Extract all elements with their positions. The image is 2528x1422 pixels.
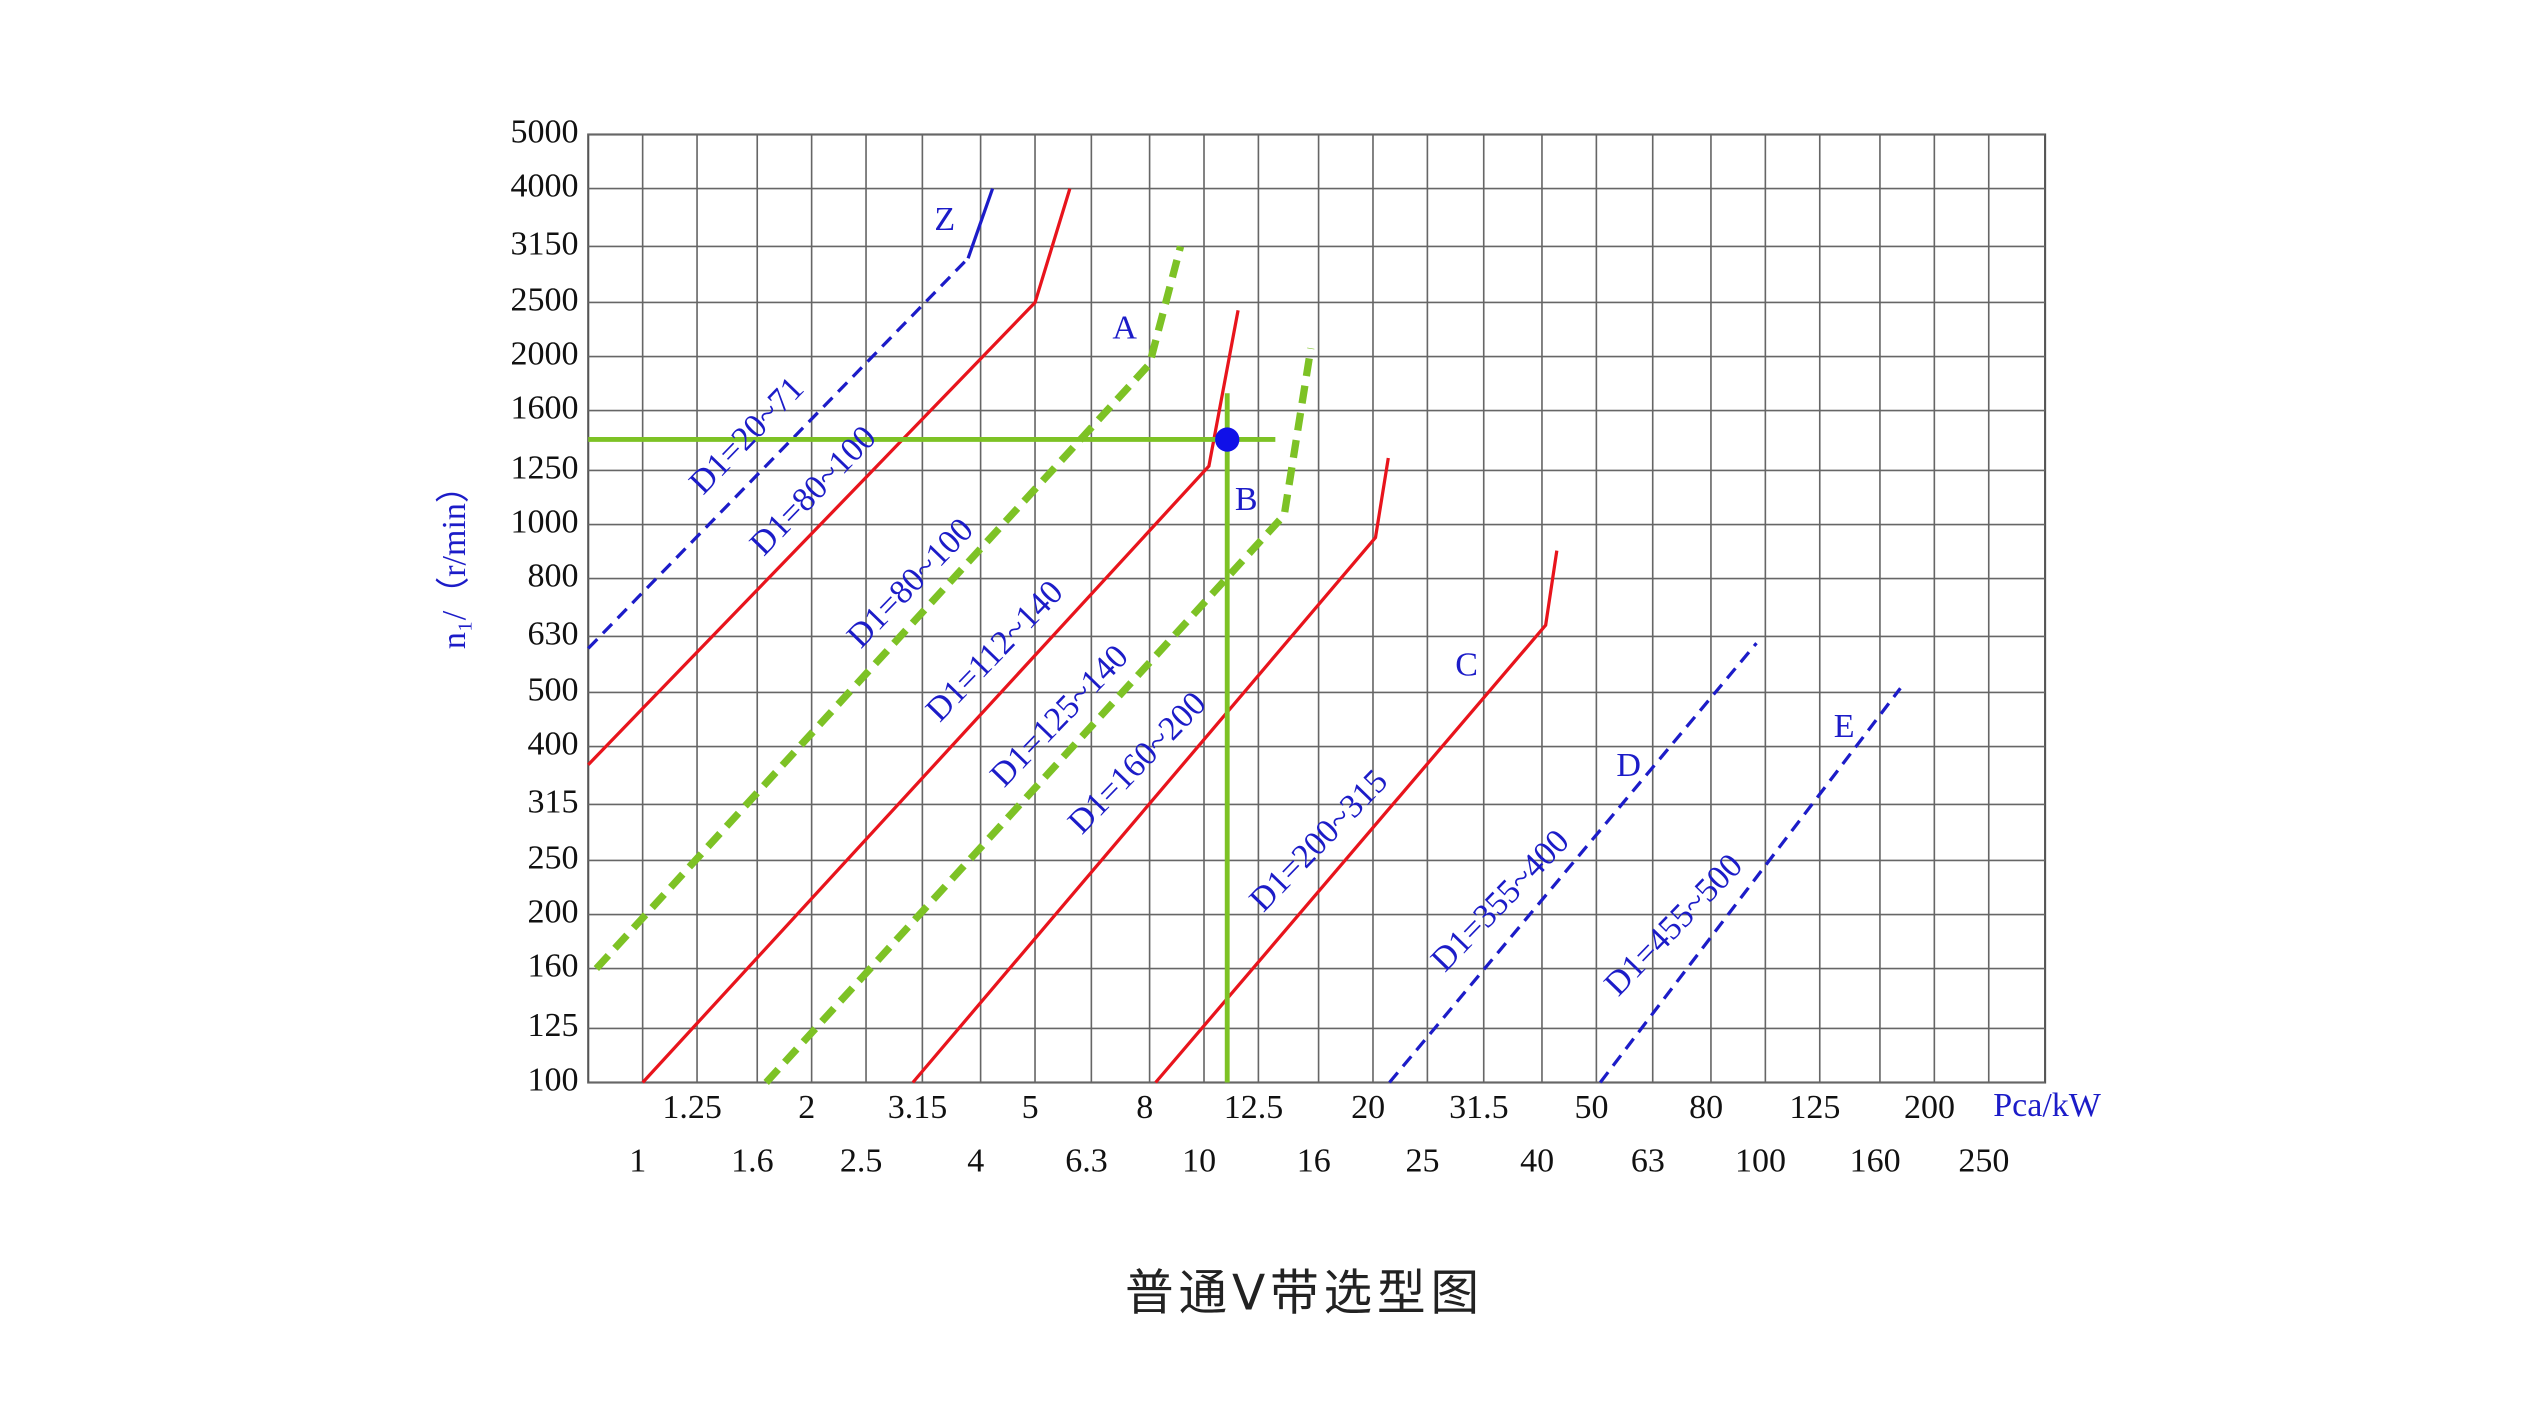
x-tick-label: 80 (1689, 1089, 1723, 1126)
y-tick-label: 1250 (510, 449, 578, 486)
x-tick-label: 10 (1182, 1142, 1216, 1179)
x-tick-label: 63 (1631, 1142, 1665, 1179)
x-tick-label: 16 (1297, 1142, 1331, 1179)
x-tick-label: 31.5 (1449, 1089, 1509, 1126)
x-tick-label: 8 (1136, 1089, 1153, 1126)
line (587, 188, 1072, 766)
y-tick-label: 500 (527, 671, 578, 708)
x-tick-label: 6.3 (1065, 1142, 1108, 1179)
y-tick-label: 160 (527, 947, 578, 984)
annotation: E (1834, 708, 1855, 745)
annotation: D1=80~100 (840, 511, 981, 655)
x-tick-label: 3.15 (888, 1089, 948, 1126)
y-tick-label: 1600 (510, 389, 578, 426)
line (1154, 550, 1559, 1084)
x-axis-label: Pca/kW (1993, 1087, 2102, 1124)
line (911, 457, 1390, 1084)
x-tick-label: 2.5 (840, 1142, 883, 1179)
x-tick-label: 125 (1789, 1089, 1840, 1126)
annotation: B (1235, 481, 1258, 518)
chart-title: 普通V带选型图 (1125, 1265, 1484, 1321)
y-tick-label: 800 (527, 557, 578, 594)
line (1388, 642, 1758, 1084)
y-tick-label: 400 (527, 725, 578, 762)
annotation: D (1616, 747, 1641, 784)
x-tick-label: 40 (1520, 1142, 1554, 1179)
line (763, 347, 1315, 1085)
x-tick-label: 1 (629, 1142, 646, 1179)
line (587, 257, 970, 650)
y-tick-label: 3150 (510, 225, 578, 262)
x-tick-label: 12.5 (1224, 1089, 1284, 1126)
x-tick-label: 160 (1850, 1142, 1901, 1179)
line (641, 310, 1240, 1084)
y-tick-label: 630 (527, 615, 578, 652)
point-marker (1215, 427, 1240, 452)
y-tick-label: 200 (527, 893, 578, 930)
y-tick-label: 1000 (510, 503, 578, 540)
annotation: C (1455, 646, 1478, 683)
x-tick-label: 250 (1958, 1142, 2009, 1179)
annotation: D1=355~400 (1424, 823, 1577, 979)
x-tick-label: 1.6 (731, 1142, 774, 1179)
y-tick-label: 250 (527, 839, 578, 876)
line (1598, 687, 1902, 1084)
y-tick-label: 125 (527, 1007, 578, 1044)
x-tick-label: 5 (1022, 1089, 1039, 1126)
x-tick-label: 25 (1406, 1142, 1440, 1179)
annotation: D1=455~500 (1597, 847, 1750, 1003)
x-tick-label: 20 (1351, 1089, 1385, 1126)
x-tick-label: 100 (1735, 1142, 1786, 1179)
y-axis-label: n₁/（r/min） (435, 469, 473, 649)
y-tick-label: 5000 (510, 113, 578, 150)
annotation: D1=20~71 (682, 370, 811, 502)
line (966, 188, 995, 259)
y-tick-label: 2000 (510, 335, 578, 372)
annotation: A (1112, 309, 1137, 346)
x-tick-label: 50 (1575, 1089, 1609, 1126)
annotation: Z (934, 201, 955, 238)
y-tick-label: 100 (527, 1061, 578, 1098)
y-tick-label: 4000 (510, 167, 578, 204)
x-tick-label: 1.25 (662, 1089, 722, 1126)
y-tick-label: 315 (527, 783, 578, 820)
x-tick-label: 2 (798, 1089, 815, 1126)
y-tick-label: 2500 (510, 281, 578, 318)
x-tick-label: 4 (967, 1142, 984, 1179)
x-tick-label: 200 (1904, 1089, 1955, 1126)
